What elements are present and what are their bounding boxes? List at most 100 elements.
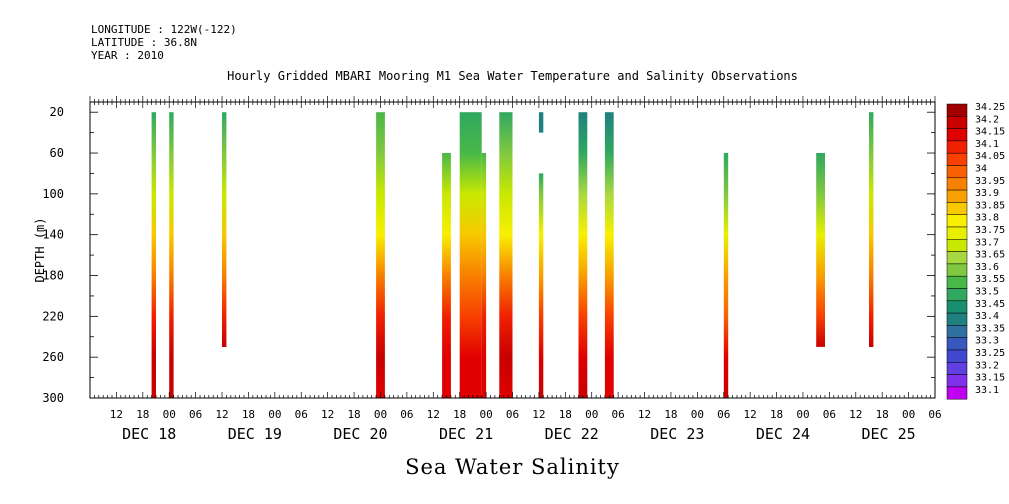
- x-day-label: DEC 18: [122, 425, 176, 443]
- x-tick-label: 18: [242, 408, 255, 421]
- data-column: [578, 112, 588, 398]
- colorbar-swatch: [946, 288, 968, 302]
- colorbar-swatch: [946, 300, 968, 314]
- colorbar-swatch: [946, 275, 968, 289]
- data-column: [169, 112, 174, 398]
- x-tick-label: 06: [612, 408, 625, 421]
- colorbar-swatch: [946, 140, 968, 154]
- data-column: [869, 112, 874, 347]
- colorbar-swatch: [946, 202, 968, 215]
- x-tick-label: 00: [691, 408, 704, 421]
- colorbar-swatch: [946, 386, 968, 400]
- x-day-label: DEC 24: [756, 425, 810, 443]
- colorbar-label: 33.4: [975, 311, 999, 322]
- data-column: [816, 153, 825, 347]
- x-tick-label: 06: [928, 408, 941, 421]
- data-column: [376, 112, 385, 398]
- colorbar-swatch: [946, 325, 968, 338]
- y-tick-label: 140: [42, 228, 64, 242]
- colorbar-swatch: [946, 189, 968, 203]
- x-tick-label: 00: [163, 408, 176, 421]
- chart-title: Hourly Gridded MBARI Mooring M1 Sea Wate…: [227, 69, 798, 83]
- x-tick-label: 12: [321, 408, 334, 421]
- x-tick-label: 18: [559, 408, 572, 421]
- y-axis: 20 60 100 140 180 220 260 300: [42, 105, 935, 405]
- colorbar-label: 33.2: [975, 360, 999, 371]
- colorbar-label: 33.35: [975, 323, 1005, 334]
- colorbar-label: 33.55: [975, 274, 1005, 285]
- x-day-label: DEC 25: [862, 425, 916, 443]
- colorbar-label: 33.85: [975, 200, 1005, 211]
- y-tick-label: 220: [42, 309, 64, 323]
- colorbar-label: 33.1: [975, 385, 999, 396]
- colorbar-label: 33.25: [975, 348, 1005, 359]
- chart-caption: Sea Water Salinity: [405, 455, 620, 479]
- x-tick-label: 12: [638, 408, 651, 421]
- colorbar-swatch: [946, 165, 968, 179]
- x-tick-label: 12: [427, 408, 440, 421]
- y-axis-label: DEPTH (m): [33, 217, 47, 282]
- colorbar-label: 33.15: [975, 373, 1005, 384]
- data-column: [151, 112, 156, 398]
- colorbar-label: 33.6: [975, 262, 999, 273]
- x-day-label: DEC 23: [650, 425, 704, 443]
- colorbar-label: 34.15: [975, 127, 1005, 138]
- colorbar-label: 33.45: [975, 299, 1005, 310]
- x-day-label: DEC 22: [545, 425, 599, 443]
- colorbar-swatch: [946, 226, 968, 240]
- colorbar-swatch: [946, 177, 968, 191]
- colorbar-swatch: [946, 374, 968, 388]
- x-tick-label: 18: [136, 408, 149, 421]
- colorbar-label: 33.65: [975, 250, 1005, 261]
- colorbar-swatch: [946, 263, 968, 277]
- x-axis: 12 18 00 06 12 18 00 06 12 18 00 06 12 18 00 06 12 18 00 06…: [89, 96, 942, 443]
- colorbar-label: 33.3: [975, 336, 999, 347]
- x-tick-label: 00: [902, 408, 915, 421]
- x-tick-label: 12: [744, 408, 757, 421]
- data-column: [459, 112, 482, 398]
- x-tick-label: 06: [506, 408, 519, 421]
- data-column: [538, 173, 544, 398]
- x-day-label: DEC 20: [333, 425, 387, 443]
- year-label: YEAR : 2010: [91, 49, 164, 62]
- colorbar-swatch: [946, 337, 968, 351]
- y-tick-label: 300: [42, 391, 64, 405]
- x-tick-label: 18: [770, 408, 783, 421]
- colorbar-swatch: [946, 349, 968, 363]
- latitude-label: LATITUDE : 36.8N: [91, 36, 197, 49]
- data-column: [604, 112, 614, 398]
- data-column: [481, 153, 487, 398]
- colorbar-swatch: [946, 103, 968, 117]
- x-tick-label: 00: [268, 408, 281, 421]
- x-day-label: DEC 21: [439, 425, 493, 443]
- colorbar-swatch: [946, 214, 968, 228]
- x-day-label: DEC 19: [228, 425, 282, 443]
- colorbar-label: 33.95: [975, 176, 1005, 187]
- x-tick-label: 06: [717, 408, 730, 421]
- x-tick-label: 06: [189, 408, 202, 421]
- colorbar-label: 34: [975, 164, 987, 175]
- y-tick-label: 260: [42, 350, 64, 364]
- colorbar-swatch: [946, 312, 968, 326]
- x-tick-label: 12: [215, 408, 228, 421]
- colorbar-swatch: [946, 239, 968, 252]
- x-tick-label: 00: [479, 408, 492, 421]
- colorbar-swatch: [946, 128, 968, 142]
- data-columns: [151, 112, 874, 398]
- y-tick-label: 100: [42, 187, 64, 201]
- x-tick-label: 06: [400, 408, 413, 421]
- x-tick-label: 12: [532, 408, 545, 421]
- x-tick-label: 18: [453, 408, 466, 421]
- colorbar-label: 34.25: [975, 102, 1005, 113]
- x-tick-label: 00: [374, 408, 387, 421]
- colorbar-label: 33.9: [975, 188, 999, 199]
- colorbar-label: 34.2: [975, 114, 999, 125]
- x-tick-label: 18: [664, 408, 677, 421]
- x-tick-label: 06: [295, 408, 308, 421]
- x-tick-label: 12: [849, 408, 862, 421]
- y-tick-label: 20: [50, 105, 64, 119]
- x-tick-label: 06: [823, 408, 836, 421]
- y-tick-label: 60: [50, 146, 64, 160]
